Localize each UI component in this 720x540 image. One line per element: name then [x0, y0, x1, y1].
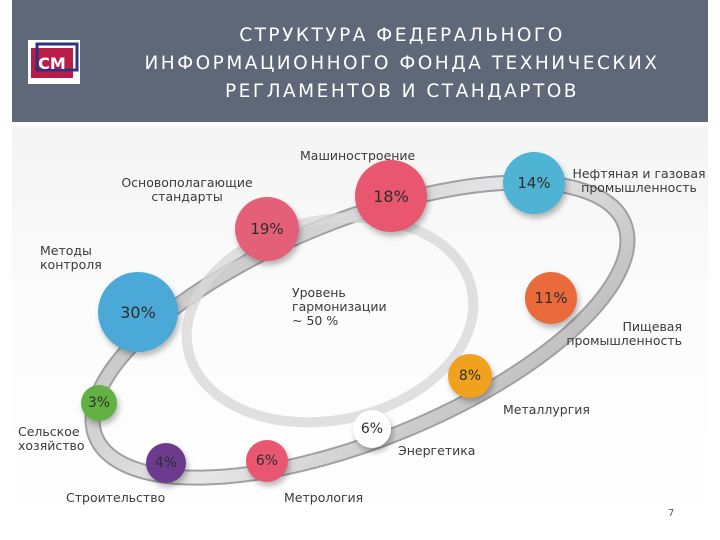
outer-ring: [84, 174, 636, 486]
bubble-base: 19%: [235, 197, 299, 261]
bubble-agri: 3%: [81, 385, 117, 421]
label-base: Основополагающие стандарты: [121, 175, 253, 204]
bubble-build: 4%: [146, 443, 186, 483]
bubble-energy: 6%: [353, 410, 391, 448]
slide-title: СТРУКТУРА ФЕДЕРАЛЬНОГО ИНФОРМАЦИОННОГО Ф…: [102, 22, 702, 106]
title-line-3: РЕГЛАМЕНТОВ И СТАНДАРТОВ: [224, 81, 579, 102]
bubble-oil: 14%: [503, 152, 565, 214]
bubble-food: 11%: [525, 272, 577, 324]
label-build: Строительство: [66, 490, 166, 505]
center-harmonization-text: Уровень гармонизации ~ 50 %: [292, 285, 387, 328]
label-machine: Машиностроение: [300, 148, 416, 163]
bubble-machine: 18%: [355, 160, 427, 232]
label-agri: Сельское хозяйство: [18, 424, 85, 453]
title-line-2: ИНФОРМАЦИОННОГО ФОНДА ТЕХНИЧЕСКИХ: [144, 53, 660, 74]
label-metal: Металлургия: [503, 402, 590, 417]
page-number: 7: [668, 508, 675, 519]
label-energy: Энергетика: [398, 443, 476, 458]
label-food: Пищевая промышленность: [566, 319, 682, 348]
bubble-metro: 6%: [246, 440, 288, 482]
inner-ring: [181, 212, 479, 428]
bubble-metal: 8%: [448, 354, 492, 398]
label-oil: Нефтяная и газовая промышленность: [572, 166, 706, 195]
title-line-1: СТРУКТУРА ФЕДЕРАЛЬНОГО: [239, 25, 565, 46]
bubble-methods: 30%: [98, 272, 178, 352]
slide-header: СМ СТРУКТУРА ФЕДЕРАЛЬНОГО ИНФОРМАЦИОННОГ…: [12, 0, 708, 122]
logo-icon: СМ: [28, 40, 80, 84]
label-metro: Метрология: [284, 490, 364, 505]
label-methods: Методы контроля: [40, 243, 102, 272]
svg-text:СМ: СМ: [38, 54, 66, 73]
